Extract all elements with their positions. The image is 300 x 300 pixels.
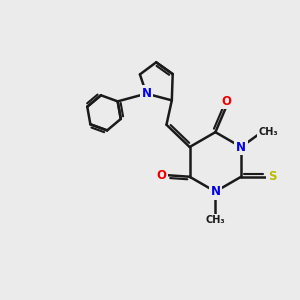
Text: N: N bbox=[236, 140, 246, 154]
Text: O: O bbox=[157, 169, 167, 182]
Text: N: N bbox=[210, 185, 220, 198]
Text: O: O bbox=[221, 95, 231, 108]
Text: S: S bbox=[268, 170, 276, 183]
Text: CH₃: CH₃ bbox=[206, 215, 225, 225]
Text: N: N bbox=[141, 87, 152, 100]
Text: CH₃: CH₃ bbox=[259, 127, 278, 137]
